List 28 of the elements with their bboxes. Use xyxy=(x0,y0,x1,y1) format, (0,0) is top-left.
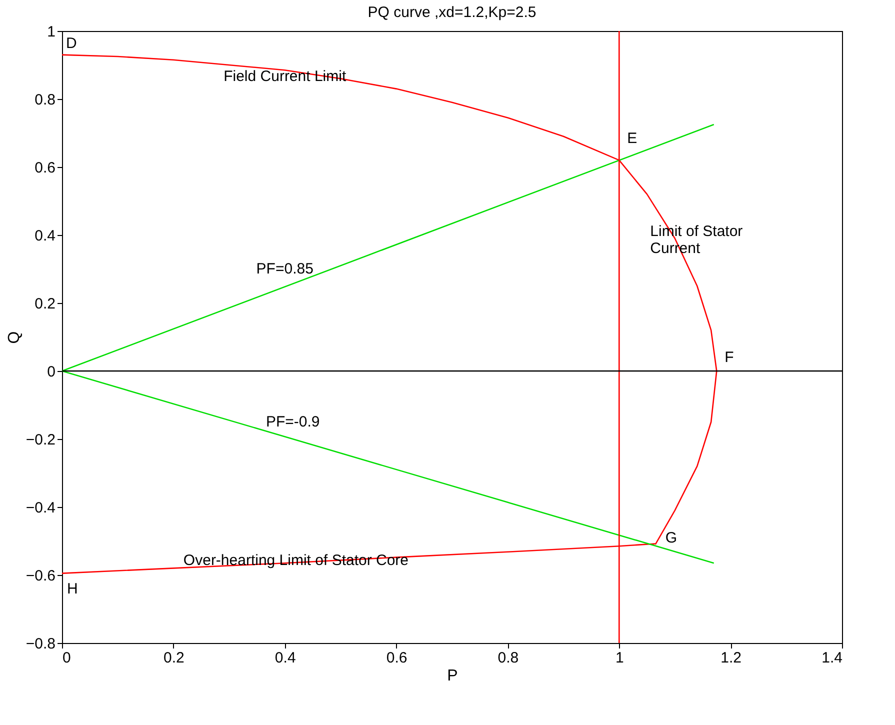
x-tick-label: 0.2 xyxy=(164,650,184,666)
x-tick-label: 0.4 xyxy=(274,650,296,666)
x-axis-title: P xyxy=(447,668,458,684)
x-tick-label: 1.2 xyxy=(720,650,742,666)
y-tick-label: 0 xyxy=(47,364,56,380)
annotation: G xyxy=(665,530,678,547)
y-tick-label: 0.4 xyxy=(34,228,56,244)
y-tick-label: 0.8 xyxy=(34,92,56,108)
y-tick-label: 0.2 xyxy=(34,296,56,312)
y-axis-title: Q xyxy=(6,331,23,344)
x-tick-label: 1.4 xyxy=(822,650,842,666)
chart-title: PQ curve ,xd=1.2,Kp=2.5 xyxy=(368,4,536,21)
annotation: F xyxy=(724,349,734,366)
annotation: E xyxy=(627,130,638,148)
annotation: D xyxy=(66,34,77,52)
annotation: H xyxy=(67,580,78,598)
annotation: PF=0.85 xyxy=(256,260,314,278)
y-tick-label: −0.2 xyxy=(26,432,56,448)
y-tick-label: 1 xyxy=(47,24,56,40)
x-tick-label: 0.8 xyxy=(498,650,519,666)
x-tick-label: 1 xyxy=(615,650,624,666)
x-tick-label: 0.6 xyxy=(386,650,408,666)
y-tick-label: −0.8 xyxy=(26,636,56,652)
y-tick-label: 0.6 xyxy=(34,160,56,176)
y-tick-label: −0.6 xyxy=(26,568,56,584)
x-tick-label: 0 xyxy=(62,650,71,666)
annotation: PF=-0.9 xyxy=(266,414,320,431)
y-tick-label: −0.4 xyxy=(26,500,56,516)
